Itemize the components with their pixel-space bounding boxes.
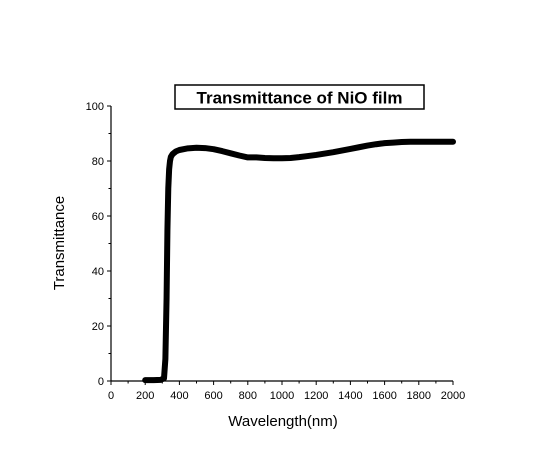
y-tick-label: 60	[92, 211, 104, 223]
chart-title-group: Transmittance of NiO film	[174, 84, 425, 110]
x-tick-label: 200	[136, 390, 154, 402]
axis-tick-labels: 0 200 400 600 800 1000 1200 1400 1600 1800 2000 0 20…	[86, 101, 466, 402]
x-tick-label: 400	[170, 390, 188, 402]
y-tick-label: 40	[92, 266, 104, 278]
y-tick-label: 80	[92, 156, 104, 168]
x-axis-label: Wavelength(nm)	[228, 413, 337, 430]
x-tick-label: 0	[108, 390, 114, 402]
y-axis-label: Transmittance	[51, 196, 68, 290]
x-tick-label: 1200	[304, 390, 328, 402]
chart-title: Transmittance of NiO film	[197, 89, 403, 108]
axis-ticks	[107, 105, 454, 385]
y-tick-label: 20	[92, 321, 104, 333]
y-tick-label: 100	[86, 101, 104, 113]
x-tick-label: 600	[204, 390, 222, 402]
y-tick-label: 0	[98, 376, 104, 388]
plot-area	[142, 138, 456, 384]
series-line	[142, 138, 456, 384]
plot-axes	[110, 106, 453, 382]
x-tick-label: 1400	[338, 390, 362, 402]
x-tick-label: 2000	[441, 390, 465, 402]
x-tick-label: 1800	[407, 390, 431, 402]
x-tick-label: 1600	[372, 390, 396, 402]
chart-title-box	[174, 84, 425, 110]
x-tick-label: 1000	[270, 390, 294, 402]
x-tick-label: 800	[239, 390, 257, 402]
